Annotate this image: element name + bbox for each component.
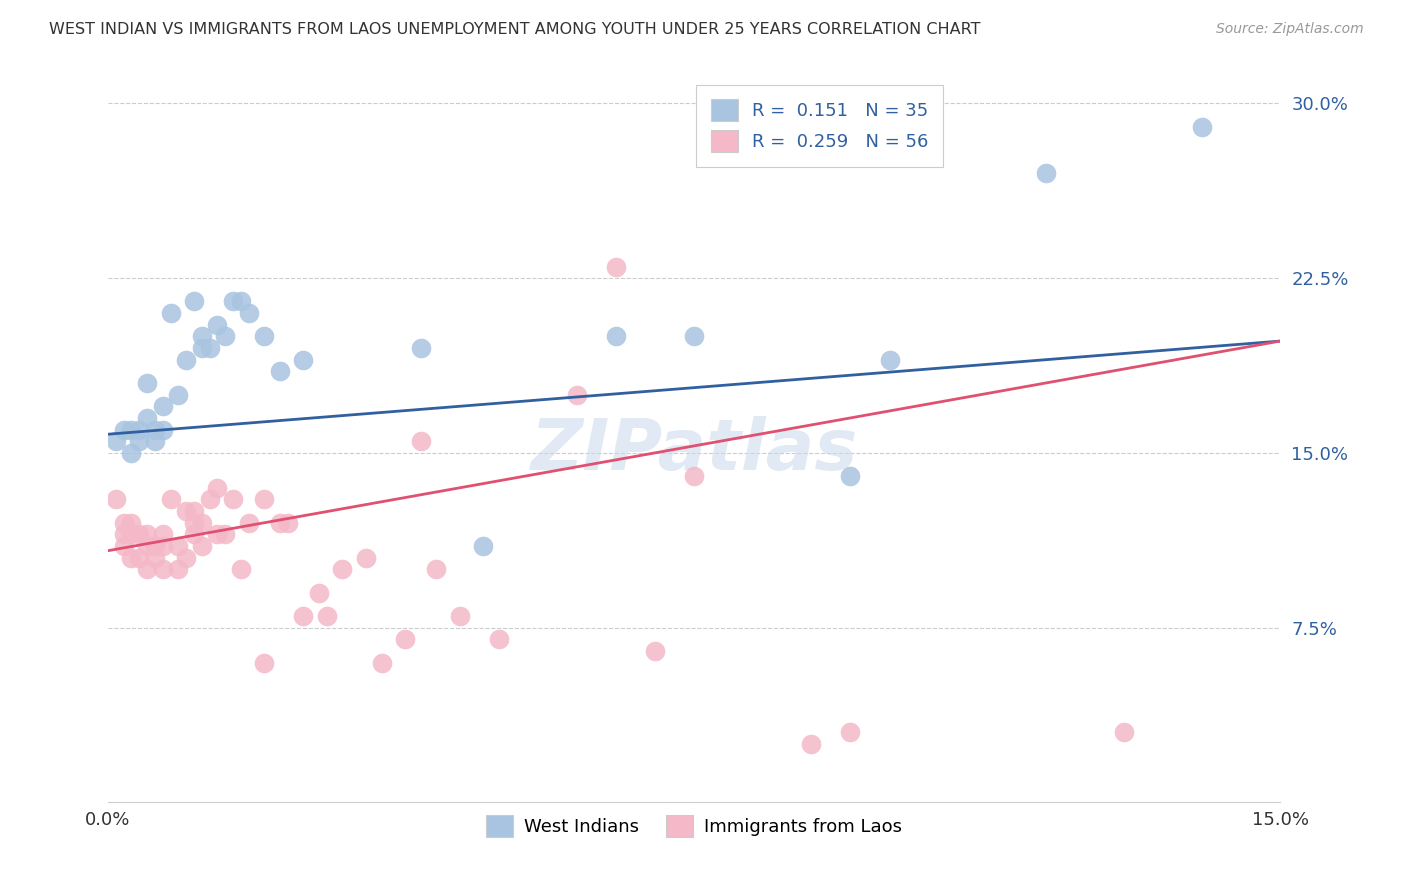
Point — [198, 341, 221, 355]
Point — [136, 562, 159, 576]
Point — [167, 387, 190, 401]
Point — [128, 550, 150, 565]
Point — [214, 329, 236, 343]
Point — [565, 387, 588, 401]
Text: Source: ZipAtlas.com: Source: ZipAtlas.com — [1216, 22, 1364, 37]
Point — [191, 329, 214, 343]
Point — [238, 306, 260, 320]
Point — [159, 306, 181, 320]
Point — [292, 608, 315, 623]
Point — [152, 562, 174, 576]
Point — [143, 434, 166, 449]
Point — [839, 725, 862, 739]
Point — [605, 329, 627, 343]
Point — [167, 539, 190, 553]
Point — [222, 492, 245, 507]
Point — [409, 341, 432, 355]
Point — [207, 481, 229, 495]
Point — [183, 294, 205, 309]
Point — [879, 352, 901, 367]
Point — [449, 608, 471, 623]
Point — [136, 539, 159, 553]
Point — [1112, 725, 1135, 739]
Point — [120, 516, 142, 530]
Point — [488, 632, 510, 647]
Point — [128, 527, 150, 541]
Point — [167, 562, 190, 576]
Text: ZIPatlas: ZIPatlas — [530, 416, 858, 484]
Point — [136, 376, 159, 390]
Point — [174, 352, 197, 367]
Point — [1191, 120, 1213, 134]
Point — [143, 423, 166, 437]
Point — [394, 632, 416, 647]
Point — [120, 446, 142, 460]
Point — [136, 411, 159, 425]
Point — [253, 656, 276, 670]
Point — [214, 527, 236, 541]
Point — [152, 399, 174, 413]
Point — [159, 492, 181, 507]
Point — [128, 423, 150, 437]
Point — [198, 492, 221, 507]
Point — [370, 656, 392, 670]
Point — [253, 329, 276, 343]
Point — [269, 364, 291, 378]
Point — [229, 562, 252, 576]
Point — [253, 492, 276, 507]
Point — [1035, 166, 1057, 180]
Point — [112, 527, 135, 541]
Point — [277, 516, 299, 530]
Point — [120, 423, 142, 437]
Point — [269, 516, 291, 530]
Point — [238, 516, 260, 530]
Point — [839, 469, 862, 483]
Point — [425, 562, 447, 576]
Point — [143, 539, 166, 553]
Point — [472, 539, 495, 553]
Point — [409, 434, 432, 449]
Point — [183, 504, 205, 518]
Point — [120, 550, 142, 565]
Point — [207, 318, 229, 332]
Point — [112, 539, 135, 553]
Point — [332, 562, 354, 576]
Point — [104, 492, 127, 507]
Text: WEST INDIAN VS IMMIGRANTS FROM LAOS UNEMPLOYMENT AMONG YOUTH UNDER 25 YEARS CORR: WEST INDIAN VS IMMIGRANTS FROM LAOS UNEM… — [49, 22, 981, 37]
Point — [644, 644, 666, 658]
Point — [128, 434, 150, 449]
Point — [152, 539, 174, 553]
Point — [315, 608, 337, 623]
Point — [104, 434, 127, 449]
Point — [152, 527, 174, 541]
Legend: West Indians, Immigrants from Laos: West Indians, Immigrants from Laos — [479, 808, 910, 845]
Point — [800, 737, 823, 751]
Point — [112, 516, 135, 530]
Point — [683, 469, 706, 483]
Point — [120, 527, 142, 541]
Point — [174, 550, 197, 565]
Point — [183, 516, 205, 530]
Point — [143, 550, 166, 565]
Point — [207, 527, 229, 541]
Point — [191, 341, 214, 355]
Point — [222, 294, 245, 309]
Point — [191, 539, 214, 553]
Point — [152, 423, 174, 437]
Point — [292, 352, 315, 367]
Point — [112, 423, 135, 437]
Point — [354, 550, 377, 565]
Point — [191, 516, 214, 530]
Point — [308, 585, 330, 599]
Point — [183, 527, 205, 541]
Point — [683, 329, 706, 343]
Point — [229, 294, 252, 309]
Point — [174, 504, 197, 518]
Point — [605, 260, 627, 274]
Point — [136, 527, 159, 541]
